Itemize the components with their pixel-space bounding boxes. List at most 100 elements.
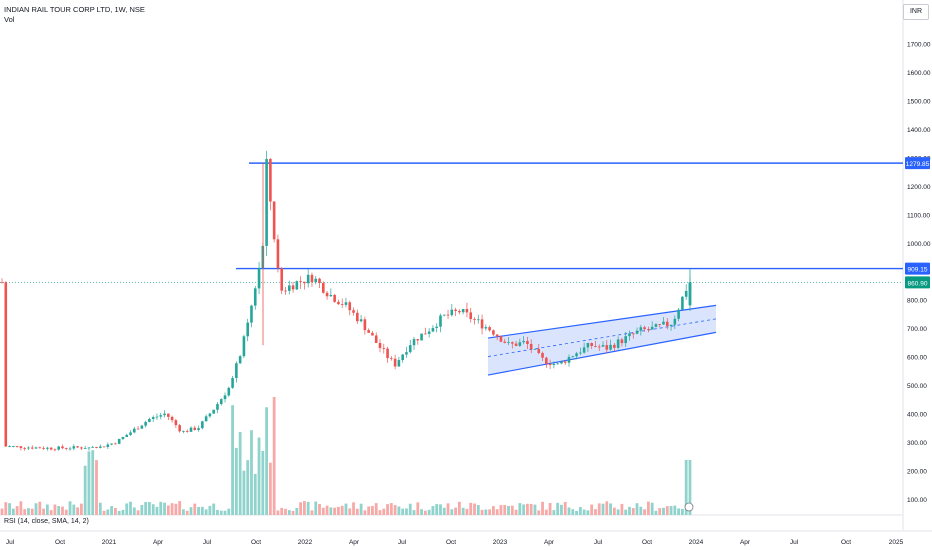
candle-body	[624, 336, 627, 344]
volume-bar	[673, 505, 677, 515]
x-tick-label: Apr	[349, 539, 360, 546]
volume-bar	[64, 509, 68, 515]
candle-body	[579, 352, 582, 354]
volume-bar	[15, 506, 19, 515]
x-tick-label: 2024	[689, 539, 704, 546]
candle-body	[121, 436, 125, 440]
volume-bar	[450, 509, 454, 515]
x-tick-label: 2025	[889, 539, 904, 546]
channel-lower-line[interactable]	[487, 331, 717, 376]
volume-bar	[503, 504, 507, 515]
volume-bar	[144, 501, 148, 515]
volume-bar	[586, 510, 590, 515]
candle-body	[374, 335, 378, 343]
candle-body	[499, 336, 503, 342]
candle-body	[397, 360, 401, 367]
candle-body	[662, 321, 665, 325]
candle-body	[492, 330, 495, 335]
candle-body	[193, 427, 197, 430]
candle-body	[204, 416, 208, 422]
x-tick-label: Oct	[251, 539, 261, 546]
candle-body	[613, 344, 616, 348]
candle-body	[159, 415, 163, 417]
candle-body	[8, 446, 11, 448]
candle-body	[42, 448, 45, 450]
y-tick-label: 1100.00	[907, 212, 930, 219]
volume-bar	[4, 502, 8, 515]
candle-body	[601, 345, 605, 347]
candle-body	[208, 413, 212, 417]
candle-body	[582, 347, 586, 353]
volume-bar	[306, 501, 310, 515]
candle-body	[117, 439, 121, 444]
candle-body	[265, 158, 268, 246]
volume-bar	[480, 509, 484, 515]
candle-body	[352, 310, 355, 313]
candle-body	[306, 274, 310, 284]
candle-body	[136, 428, 140, 430]
volume-bar	[457, 501, 461, 515]
volume-bar	[110, 506, 114, 515]
volume-bar	[200, 506, 204, 515]
volume-bar	[216, 509, 219, 515]
x-tick-label: 2021	[102, 539, 117, 546]
volume-bar	[582, 509, 586, 515]
candle-body	[106, 444, 110, 447]
volume-bar	[53, 504, 57, 515]
volume-bar	[265, 407, 268, 515]
candle-body	[333, 294, 336, 302]
currency-button[interactable]: INR	[903, 4, 929, 20]
candle-body	[235, 363, 238, 378]
volume-bar	[166, 505, 170, 515]
volume-bar	[526, 503, 529, 515]
x-tick-label: Jul	[398, 539, 407, 546]
volume-bar	[556, 502, 560, 515]
volume-bar	[170, 503, 174, 515]
rsi-legend: RSI (14, close, SMA, 14, 2)	[4, 518, 89, 525]
volume-bar	[76, 507, 79, 515]
volume-bar	[507, 505, 510, 515]
volume-bar	[95, 460, 98, 515]
volume-bar	[560, 504, 563, 515]
candle-body	[488, 327, 491, 331]
volume-bar	[321, 507, 325, 515]
volume-bar	[393, 505, 397, 515]
volume-bar	[268, 462, 272, 515]
candle-body	[677, 309, 680, 319]
volume-bar	[125, 503, 129, 515]
candle-body	[0, 282, 4, 284]
x-tick-label: Oct	[446, 539, 456, 546]
volume-bar	[431, 506, 435, 515]
candle-body	[435, 326, 438, 329]
volume-bar	[27, 508, 30, 515]
volume-bar	[435, 504, 439, 515]
candle-body	[46, 447, 49, 449]
candle-body	[87, 447, 91, 449]
candle-body	[533, 348, 537, 350]
volume-bar	[61, 506, 64, 515]
price-label-909: 909.15	[908, 267, 928, 274]
candle-body	[597, 346, 601, 348]
candle-body	[325, 292, 329, 297]
candle-body	[64, 448, 68, 449]
volume-bar	[129, 501, 132, 515]
volume-bar	[11, 508, 15, 515]
candle-body	[95, 446, 98, 448]
volume-bar	[442, 507, 446, 515]
candle-body	[53, 449, 57, 451]
candle-body	[609, 344, 612, 350]
volume-bar	[45, 504, 49, 515]
y-tick-label: 1600.00	[907, 70, 931, 77]
candle-body	[34, 447, 38, 449]
flash-icon[interactable]	[684, 502, 694, 512]
candle-body	[408, 345, 412, 353]
x-tick-label: Apr	[153, 539, 164, 546]
volume-bar	[571, 509, 575, 515]
candle-body	[269, 158, 272, 202]
candle-body	[140, 425, 144, 429]
volume-bar	[684, 460, 688, 515]
candle-body	[19, 446, 23, 449]
symbol-title: INDIAN RAIL TOUR CORP LTD, 1W, NSE	[4, 5, 145, 14]
volume-bar	[567, 507, 571, 515]
